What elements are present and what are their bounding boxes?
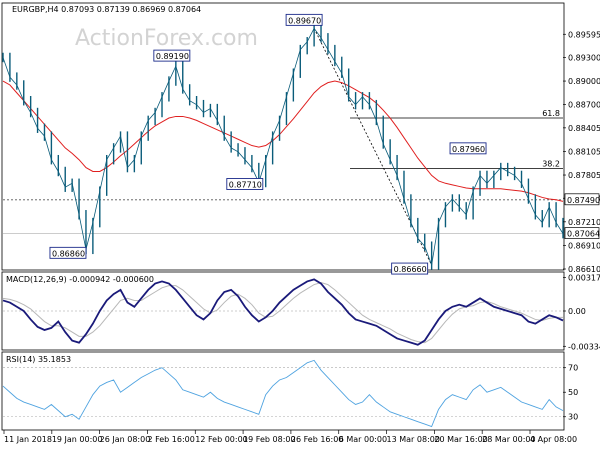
price-annotation-label: 0.86860 xyxy=(52,249,85,258)
price-tick-label: 0.88405 xyxy=(568,124,600,133)
rsi-panel xyxy=(1,351,565,431)
chart-title: EURGBP,H4 0.87093 0.87139 0.86969 0.8706… xyxy=(12,5,201,14)
price-tick-label: 0.88105 xyxy=(568,147,600,156)
rsi-title: RSI(14) 35.1853 xyxy=(6,355,71,364)
rsi-tick-label: 70 xyxy=(568,364,578,373)
price-annotation-box xyxy=(449,142,487,155)
price-annotation-box xyxy=(285,13,323,26)
price-annotation-label: 0.89670 xyxy=(288,16,321,25)
price-tick-label: 0.89300 xyxy=(568,53,600,62)
price-tick-label: 0.86610 xyxy=(568,265,600,274)
price-annotation-box xyxy=(153,49,191,62)
x-tick-label: 2 Feb 16:00 xyxy=(147,435,194,444)
price-tick-label: 0.89595 xyxy=(568,30,600,39)
price-annotation-box xyxy=(391,262,429,275)
price-tick-label: 0.86910 xyxy=(568,241,600,250)
rsi-line xyxy=(2,359,564,428)
price-annotation-label: 0.87710 xyxy=(229,181,262,190)
price-panel xyxy=(1,2,565,271)
macd-tick-label: -0.003344 xyxy=(568,342,600,351)
watermark: ActionForex.com xyxy=(75,26,258,51)
macd-tick-label: 0.00 xyxy=(568,307,586,316)
fib-level-label: 38.2 xyxy=(542,159,560,168)
rsi-tick-label: 50 xyxy=(568,388,578,397)
fib-level-label: 61.8 xyxy=(542,109,560,118)
x-tick-label: 19 Feb 08:00 xyxy=(243,435,295,444)
price-annotation-label: 0.89190 xyxy=(156,52,189,61)
price-tick-label: 0.87805 xyxy=(568,171,600,180)
sma-line xyxy=(2,80,564,202)
x-tick-label: 12 Feb 00:00 xyxy=(195,435,247,444)
x-tick-label: 19 Jan 00:00 xyxy=(52,435,103,444)
rsi-tick-label: 30 xyxy=(568,413,578,422)
x-tick-label: 6 Mar 00:00 xyxy=(339,435,387,444)
price-highlight-box xyxy=(564,193,600,206)
price-annotation-label: 0.86660 xyxy=(394,265,427,274)
x-tick-label: 20 Mar 16:00 xyxy=(434,435,487,444)
price-highlight-label: 0.87064 xyxy=(567,230,600,239)
macd-line xyxy=(2,278,564,346)
x-tick-label: 11 Jan 2018 xyxy=(4,435,52,444)
x-tick-label: 28 Mar 00:00 xyxy=(482,435,535,444)
macd-tick-label: 0.003177 xyxy=(568,273,600,282)
price-tick-label: 0.88700 xyxy=(568,101,600,110)
x-tick-label: 4 Apr 08:00 xyxy=(530,435,577,444)
price-tick-label: 0.89000 xyxy=(568,77,600,86)
price-highlight-label: 0.87490 xyxy=(567,196,600,205)
price-annotation-box xyxy=(226,178,264,190)
price-highlight-box xyxy=(564,227,600,239)
price-annotation-label: 0.87960 xyxy=(452,145,485,154)
macd-signal-line xyxy=(2,281,563,344)
x-tick-label: 26 Jan 08:00 xyxy=(100,435,151,444)
price-annotation-box xyxy=(49,246,87,259)
x-tick-label: 26 Feb 16:00 xyxy=(291,435,343,444)
macd-title: MACD(12,26,9) -0.000942 -0.000600 xyxy=(6,275,154,284)
price-line xyxy=(2,27,564,267)
price-tick-label: 0.87210 xyxy=(568,218,600,227)
x-tick-label: 13 Mar 08:00 xyxy=(387,435,440,444)
